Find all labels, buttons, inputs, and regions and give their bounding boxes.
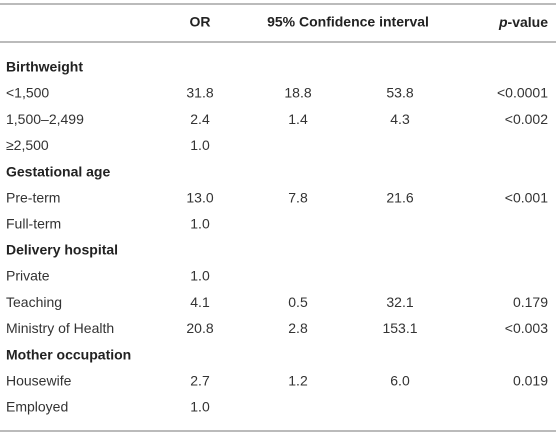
ci-upper: 6.0 — [390, 372, 410, 388]
or-value: 2.7 — [190, 372, 210, 388]
header-p-rest: -value — [508, 14, 549, 30]
row-label: 1,500–2,499 — [6, 111, 84, 127]
header-p: p-value — [498, 14, 548, 30]
row-label: Private — [6, 268, 50, 284]
row-label: Pre-term — [6, 189, 60, 205]
row-label: <1,500 — [6, 85, 49, 101]
ci-lower: 2.8 — [288, 320, 308, 336]
header-p-italic: p — [498, 14, 508, 30]
ci-upper: 32.1 — [386, 294, 413, 310]
row-label: ≥2,500 — [6, 137, 49, 153]
ci-lower: 1.2 — [288, 372, 308, 388]
or-value: 1.0 — [190, 399, 210, 415]
p-value: <0.002 — [505, 111, 548, 127]
or-value: 13.0 — [186, 189, 213, 205]
ci-lower: 18.8 — [284, 85, 311, 101]
ci-lower: 7.8 — [288, 189, 308, 205]
ci-upper: 153.1 — [382, 320, 417, 336]
p-value: <0.003 — [505, 320, 548, 336]
or-value: 20.8 — [186, 320, 213, 336]
or-value: 1.0 — [190, 137, 210, 153]
row-label: Teaching — [6, 294, 62, 310]
or-value: 31.8 — [186, 85, 213, 101]
or-value: 1.0 — [190, 268, 210, 284]
ci-lower: 1.4 — [288, 111, 308, 127]
p-value: 0.019 — [513, 372, 548, 388]
p-value: <0.0001 — [497, 85, 548, 101]
row-label: Employed — [6, 399, 68, 415]
ci-lower: 0.5 — [288, 294, 308, 310]
header-or: OR — [190, 14, 211, 30]
row-label: Housewife — [6, 372, 72, 388]
or-value: 1.0 — [190, 216, 210, 232]
row-label: Ministry of Health — [6, 320, 114, 336]
ci-upper: 21.6 — [386, 189, 413, 205]
ci-upper: 53.8 — [386, 85, 413, 101]
p-value: 0.179 — [513, 294, 548, 310]
row-label: Full-term — [6, 216, 61, 232]
section-title: Delivery hospital — [6, 242, 118, 258]
section-title: Birthweight — [6, 59, 83, 75]
or-value: 4.1 — [190, 294, 210, 310]
p-value: <0.001 — [505, 189, 548, 205]
section-title: Mother occupation — [6, 346, 131, 362]
header-ci: 95% Confidence interval — [267, 14, 429, 30]
ci-upper: 4.3 — [390, 111, 410, 127]
section-title: Gestational age — [6, 163, 110, 179]
or-value: 2.4 — [190, 111, 210, 127]
